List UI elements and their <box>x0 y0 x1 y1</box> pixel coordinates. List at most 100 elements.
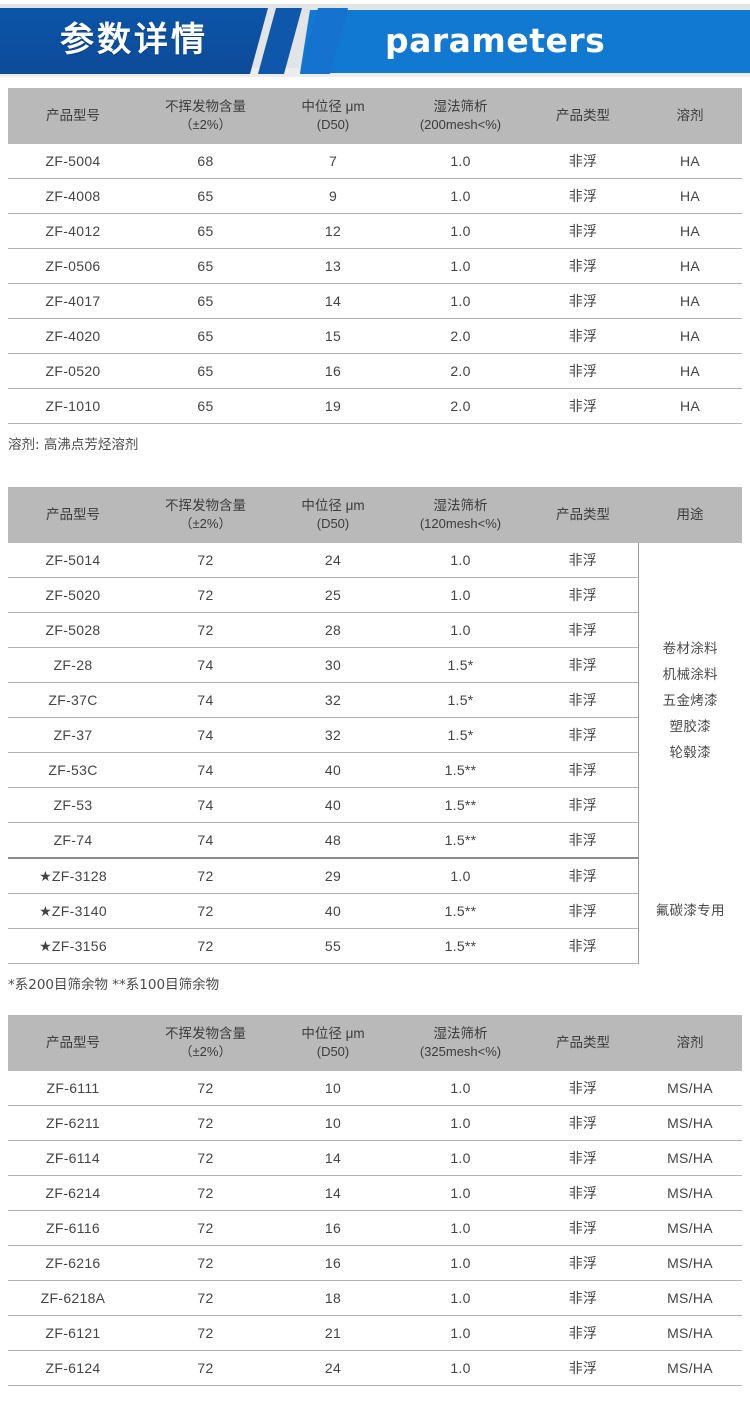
table-row: ZF-37C 74 32 1.5* 非浮 <box>8 682 742 718</box>
table-header-row: 产品型号 不挥发物含量 （±2%） 中位径 μm (D50) 湿法筛析 (200… <box>8 88 742 144</box>
cell-model: ZF-37C <box>8 682 138 718</box>
cell-nonvolatile: 74 <box>138 822 273 859</box>
cell-d50: 16 <box>273 1210 393 1246</box>
cell-solvent: MS/HA <box>638 1210 742 1246</box>
table-row: ZF-6121 72 21 1.0 非浮 MS/HA <box>8 1315 742 1351</box>
usage-item: 卷材涂料 <box>662 640 718 656</box>
cell-sieve: 1.0 <box>393 283 528 319</box>
table-row: ZF-1010 65 19 2.0 非浮 HA <box>8 388 742 424</box>
cell-type: 非浮 <box>528 717 638 753</box>
header-sub: （±2%） <box>179 117 232 132</box>
cell-sieve: 1.5* <box>393 717 528 753</box>
table-row-starred: ★ZF-3156 72 55 1.5** 非浮 <box>8 928 742 964</box>
col-header-nonvolatile: 不挥发物含量 （±2%） <box>138 1015 273 1071</box>
header-main: 产品类型 <box>556 507 610 522</box>
table-header-row: 产品型号 不挥发物含量 （±2%） 中位径 μm (D50) 湿法筛析 (325… <box>8 1015 742 1071</box>
usage-item: 轮毂漆 <box>669 744 711 760</box>
cell-sieve: 1.0 <box>393 213 528 249</box>
cell-type: 非浮 <box>528 787 638 823</box>
cell-solvent: HA <box>638 144 742 179</box>
cell-d50: 10 <box>273 1071 393 1106</box>
cell-type: 非浮 <box>528 1210 638 1246</box>
bottom-padding <box>0 1386 750 1402</box>
cell-type: 非浮 <box>528 1245 638 1281</box>
cell-model: ZF-6211 <box>8 1105 138 1141</box>
cell-model: ZF-4017 <box>8 283 138 319</box>
cell-model: ZF-74 <box>8 822 138 859</box>
cell-sieve: 1.0 <box>393 858 528 894</box>
page-title-en: parameters <box>385 21 606 60</box>
cell-d50: 40 <box>273 752 393 788</box>
usage-item: 五金烤漆 <box>662 692 718 708</box>
cell-solvent: MS/HA <box>638 1280 742 1316</box>
cell-nonvolatile: 72 <box>138 858 273 894</box>
header-main: 中位径 μm <box>301 498 365 513</box>
cell-d50: 16 <box>273 1245 393 1281</box>
page-title-cn: 参数详情 <box>60 20 208 60</box>
parameters-table-2: 产品型号 不挥发物含量 （±2%） 中位径 μm (D50) 湿法筛析 (120… <box>8 487 742 964</box>
cell-model: ZF-6218A <box>8 1280 138 1316</box>
header-main: 产品型号 <box>46 1035 100 1050</box>
table-2-body: ZF-5014 72 24 1.0 非浮 卷材涂料 机械涂料 五金烤漆 塑胶漆 … <box>8 543 742 964</box>
col-header-nonvolatile: 不挥发物含量 （±2%） <box>138 88 273 144</box>
cell-solvent: HA <box>638 283 742 319</box>
cell-usage-group-2: 氟碳漆专用 <box>637 858 742 964</box>
cell-type: 非浮 <box>528 318 638 354</box>
col-header-product-type: 产品类型 <box>528 487 638 543</box>
cell-type: 非浮 <box>528 928 638 964</box>
cell-nonvolatile: 72 <box>138 1105 273 1141</box>
col-header-wet-sieve: 湿法筛析 (120mesh<%) <box>393 487 528 543</box>
cell-solvent: HA <box>638 213 742 249</box>
cell-nonvolatile: 72 <box>138 1210 273 1246</box>
cell-d50: 14 <box>273 1140 393 1176</box>
cell-model: ZF-5028 <box>8 612 138 648</box>
table-row: ZF-4012 65 12 1.0 非浮 HA <box>8 213 742 249</box>
cell-solvent: HA <box>638 248 742 284</box>
cell-model: ZF-6124 <box>8 1350 138 1386</box>
cell-type: 非浮 <box>528 178 638 214</box>
cell-type: 非浮 <box>528 353 638 389</box>
header-main: 产品型号 <box>46 108 100 123</box>
banner-light-strip <box>300 10 750 73</box>
cell-nonvolatile: 72 <box>138 1315 273 1351</box>
header-main: 用途 <box>676 507 704 522</box>
cell-d50: 10 <box>273 1105 393 1141</box>
col-header-nonvolatile: 不挥发物含量 （±2%） <box>138 487 273 543</box>
cell-sieve: 2.0 <box>393 318 528 354</box>
cell-nonvolatile: 65 <box>138 388 273 424</box>
cell-nonvolatile: 74 <box>138 717 273 753</box>
col-header-product-type: 产品类型 <box>528 88 638 144</box>
cell-type: 非浮 <box>528 612 638 648</box>
cell-sieve: 1.0 <box>393 1280 528 1316</box>
header-sub: (D50) <box>316 516 350 531</box>
table-row: ZF-53 74 40 1.5** 非浮 <box>8 787 742 823</box>
cell-model: ZF-37 <box>8 717 138 753</box>
table-2-note: *系200目筛余物 **系100目筛余物 <box>8 977 220 993</box>
cell-model: ZF-0520 <box>8 353 138 389</box>
cell-d50: 12 <box>273 213 393 249</box>
cell-d50: 21 <box>273 1315 393 1351</box>
cell-sieve: 1.5** <box>393 787 528 823</box>
header-main: 不挥发物含量 <box>165 498 246 513</box>
cell-nonvolatile: 74 <box>138 647 273 683</box>
cell-model: ZF-5014 <box>8 543 138 578</box>
cell-d50: 55 <box>273 928 393 964</box>
cell-nonvolatile: 72 <box>138 928 273 964</box>
cell-model: ZF-6111 <box>8 1071 138 1106</box>
cell-type: 非浮 <box>528 1175 638 1211</box>
cell-nonvolatile: 72 <box>138 1245 273 1281</box>
cell-model: ZF-6116 <box>8 1210 138 1246</box>
header-main: 中位径 μm <box>301 99 365 114</box>
cell-type: 非浮 <box>528 682 638 718</box>
cell-solvent: MS/HA <box>638 1315 742 1351</box>
table-row: ZF-6216 72 16 1.0 非浮 MS/HA <box>8 1245 742 1281</box>
cell-nonvolatile: 72 <box>138 577 273 613</box>
cell-d50: 24 <box>273 1350 393 1386</box>
cell-sieve: 1.0 <box>393 1140 528 1176</box>
cell-type: 非浮 <box>528 388 638 424</box>
header-sub: (D50) <box>316 117 350 132</box>
cell-d50: 30 <box>273 647 393 683</box>
cell-nonvolatile: 74 <box>138 787 273 823</box>
table-row-starred: ★ZF-3140 72 40 1.5** 非浮 <box>8 893 742 929</box>
cell-type: 非浮 <box>528 144 638 179</box>
